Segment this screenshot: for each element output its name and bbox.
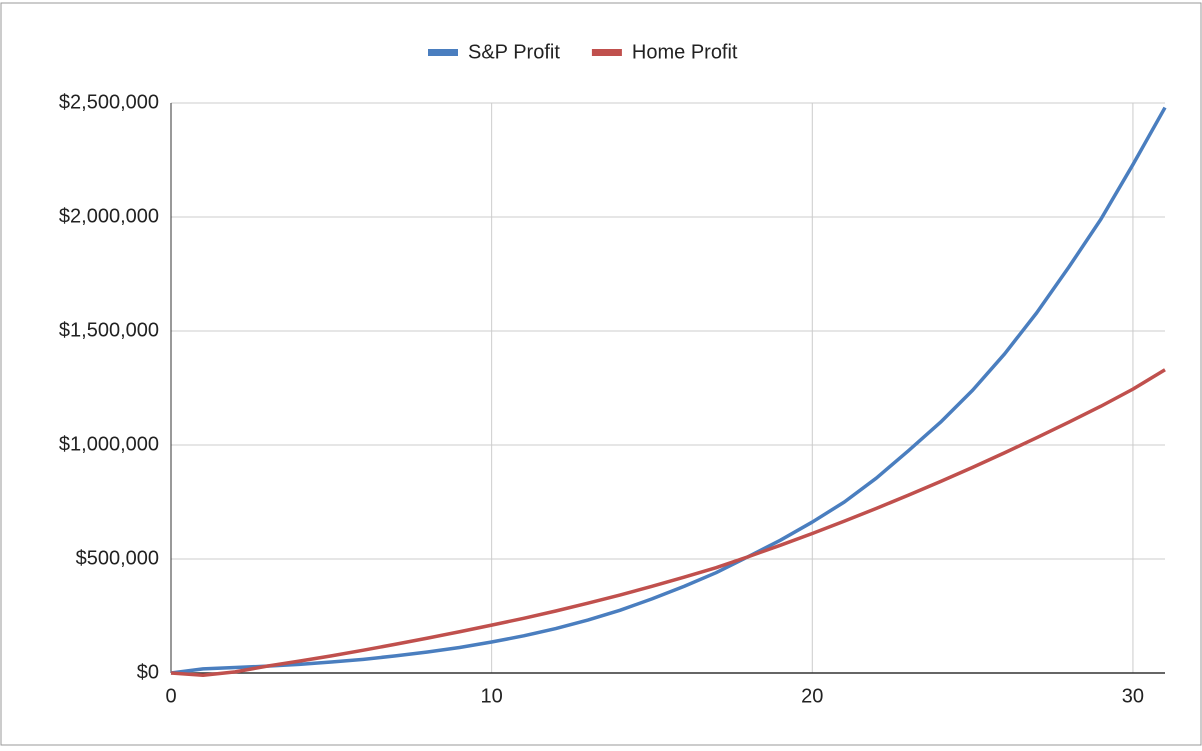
legend-label: S&P Profit (468, 41, 560, 63)
y-tick-label: $0 (137, 661, 159, 683)
legend-swatch (428, 49, 458, 56)
x-tick-label: 30 (1122, 685, 1144, 707)
y-tick-label: $1,000,000 (59, 433, 159, 455)
x-tick-label: 0 (165, 685, 176, 707)
x-tick-label: 10 (481, 685, 503, 707)
legend-swatch (591, 49, 622, 56)
y-tick-label: $2,500,000 (59, 91, 159, 113)
x-tick-label: 20 (801, 685, 823, 707)
legend-label: Home Profit (632, 41, 738, 63)
y-tick-label: $500,000 (76, 547, 159, 569)
y-tick-label: $1,500,000 (59, 319, 159, 341)
line-series (170, 368, 1166, 678)
line-series (170, 106, 1167, 675)
y-tick-label: $2,000,000 (59, 205, 159, 227)
